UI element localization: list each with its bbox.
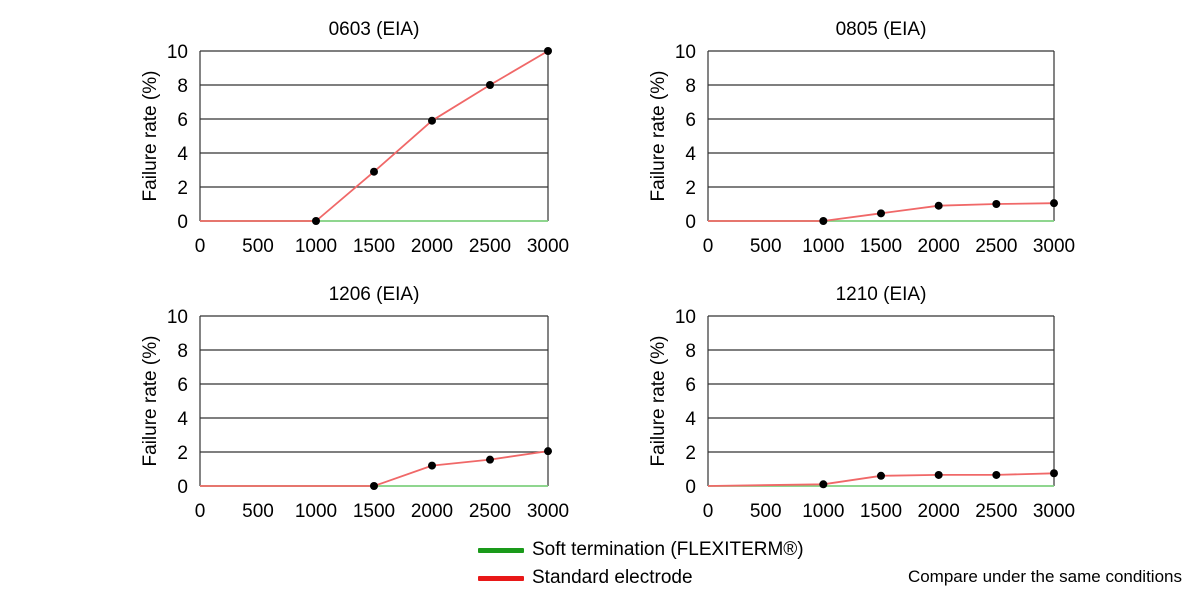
data-point (819, 480, 828, 489)
legend-item-standard-electrode: Standard electrode (478, 564, 858, 592)
plot-area (708, 316, 1054, 486)
data-point (312, 217, 320, 225)
y-tick-label: 10 (675, 307, 696, 328)
comparison-note: Compare under the same conditions (907, 567, 1182, 586)
x-tick-label: 2000 (411, 236, 453, 257)
data-point (819, 217, 828, 225)
legend-label-soft-termination: Soft termination (FLEXITERM®) (532, 539, 804, 560)
x-tick-label: 2500 (975, 236, 1017, 257)
x-tick-label: 500 (242, 236, 274, 257)
data-point (370, 167, 378, 176)
data-point (544, 47, 552, 55)
y-tick-label: 0 (177, 477, 188, 498)
y-axis-label: Failure rate (%) (648, 71, 669, 202)
x-tick-label: 500 (242, 501, 274, 522)
data-point (544, 447, 552, 456)
data-point (992, 470, 1001, 479)
x-tick-label: 1000 (802, 501, 844, 522)
x-tick-label: 500 (750, 236, 782, 257)
chart-title: 1206 (EIA) (329, 284, 420, 305)
y-tick-label: 2 (685, 443, 696, 464)
plot-area (200, 316, 548, 486)
y-tick-label: 0 (685, 477, 696, 498)
data-point (1050, 469, 1058, 478)
x-tick-label: 2000 (918, 501, 960, 522)
x-tick-label: 0 (703, 501, 714, 522)
chart-panel-3: 0 2 4 6 8 10 0 500 1000 1500 2000 2500 3000 1210 (EIA… (648, 284, 1075, 522)
chart-title: 1210 (EIA) (836, 284, 927, 305)
y-tick-label: 4 (685, 409, 696, 430)
y-tick-label: 6 (177, 375, 188, 396)
data-point (992, 200, 1001, 208)
data-point (486, 81, 494, 89)
y-tick-label: 4 (177, 409, 188, 430)
data-point (428, 116, 436, 125)
y-tick-label: 8 (177, 341, 188, 362)
data-point (370, 482, 378, 490)
x-tick-label: 3000 (527, 501, 569, 522)
y-tick-label: 10 (167, 42, 188, 63)
chart-panel-0: 0 2 4 6 8 10 0 500 1000 1500 2000 2500 3000 0603 (EIA… (140, 19, 569, 257)
legend: Soft termination (FLEXITERM®) Standard e… (478, 536, 858, 592)
y-axis-label: Failure rate (%) (140, 71, 161, 202)
chart-panel-2: 0 2 4 6 8 10 0 500 1000 1500 2000 2500 3000 1206 (EIA… (140, 284, 569, 522)
data-point (934, 201, 943, 210)
x-tick-label: 500 (750, 501, 782, 522)
y-axis-label: Failure rate (%) (140, 336, 161, 467)
data-point (934, 470, 943, 479)
series-line-standard-electrode (707, 472, 1055, 487)
y-tick-label: 4 (685, 144, 696, 165)
chart-title: 0603 (EIA) (329, 19, 420, 40)
x-tick-label: 3000 (1033, 501, 1075, 522)
y-tick-label: 2 (177, 178, 188, 199)
y-tick-label: 0 (685, 212, 696, 233)
x-tick-label: 2500 (469, 501, 511, 522)
y-tick-label: 2 (177, 443, 188, 464)
plot-area (200, 51, 548, 221)
y-tick-label: 8 (685, 341, 696, 362)
data-point (877, 209, 885, 218)
chart-panel-1: 0 2 4 6 8 10 0 500 1000 1500 2000 2500 3000 0805 (EIA… (648, 19, 1075, 257)
data-point (486, 455, 494, 464)
series-line-standard-electrode (200, 50, 549, 222)
x-tick-label: 0 (195, 501, 206, 522)
series-line-standard-electrode (708, 202, 1055, 222)
x-tick-label: 1500 (353, 501, 395, 522)
data-point (877, 471, 885, 480)
x-tick-label: 1000 (295, 236, 337, 257)
x-tick-label: 3000 (527, 236, 569, 257)
x-tick-label: 2000 (411, 501, 453, 522)
y-tick-label: 4 (177, 144, 188, 165)
y-tick-label: 6 (177, 110, 188, 131)
plot-area (708, 51, 1054, 221)
x-tick-label: 1000 (295, 501, 337, 522)
legend-swatch-standard-electrode (478, 575, 524, 581)
chart-title: 0805 (EIA) (836, 19, 927, 40)
x-tick-label: 2500 (975, 501, 1017, 522)
legend-item-soft-termination: Soft termination (FLEXITERM®) (478, 536, 858, 564)
x-tick-label: 0 (703, 236, 714, 257)
x-tick-label: 1000 (802, 236, 844, 257)
y-tick-label: 10 (167, 307, 188, 328)
legend-swatch-soft-termination (478, 547, 524, 553)
y-tick-label: 2 (685, 178, 696, 199)
x-tick-label: 0 (195, 236, 206, 257)
x-tick-label: 2000 (918, 236, 960, 257)
x-tick-label: 3000 (1033, 236, 1075, 257)
x-tick-label: 1500 (860, 236, 902, 257)
x-tick-label: 1500 (860, 501, 902, 522)
data-point (1050, 199, 1058, 208)
y-tick-label: 10 (675, 42, 696, 63)
data-point (428, 461, 436, 470)
y-tick-label: 8 (177, 76, 188, 97)
x-tick-label: 1500 (353, 236, 395, 257)
y-tick-label: 0 (177, 212, 188, 233)
legend-label-standard-electrode: Standard electrode (532, 567, 693, 588)
y-axis-label: Failure rate (%) (648, 336, 669, 467)
y-tick-label: 8 (685, 76, 696, 97)
x-tick-label: 2500 (469, 236, 511, 257)
y-tick-label: 6 (685, 110, 696, 131)
y-tick-label: 6 (685, 375, 696, 396)
